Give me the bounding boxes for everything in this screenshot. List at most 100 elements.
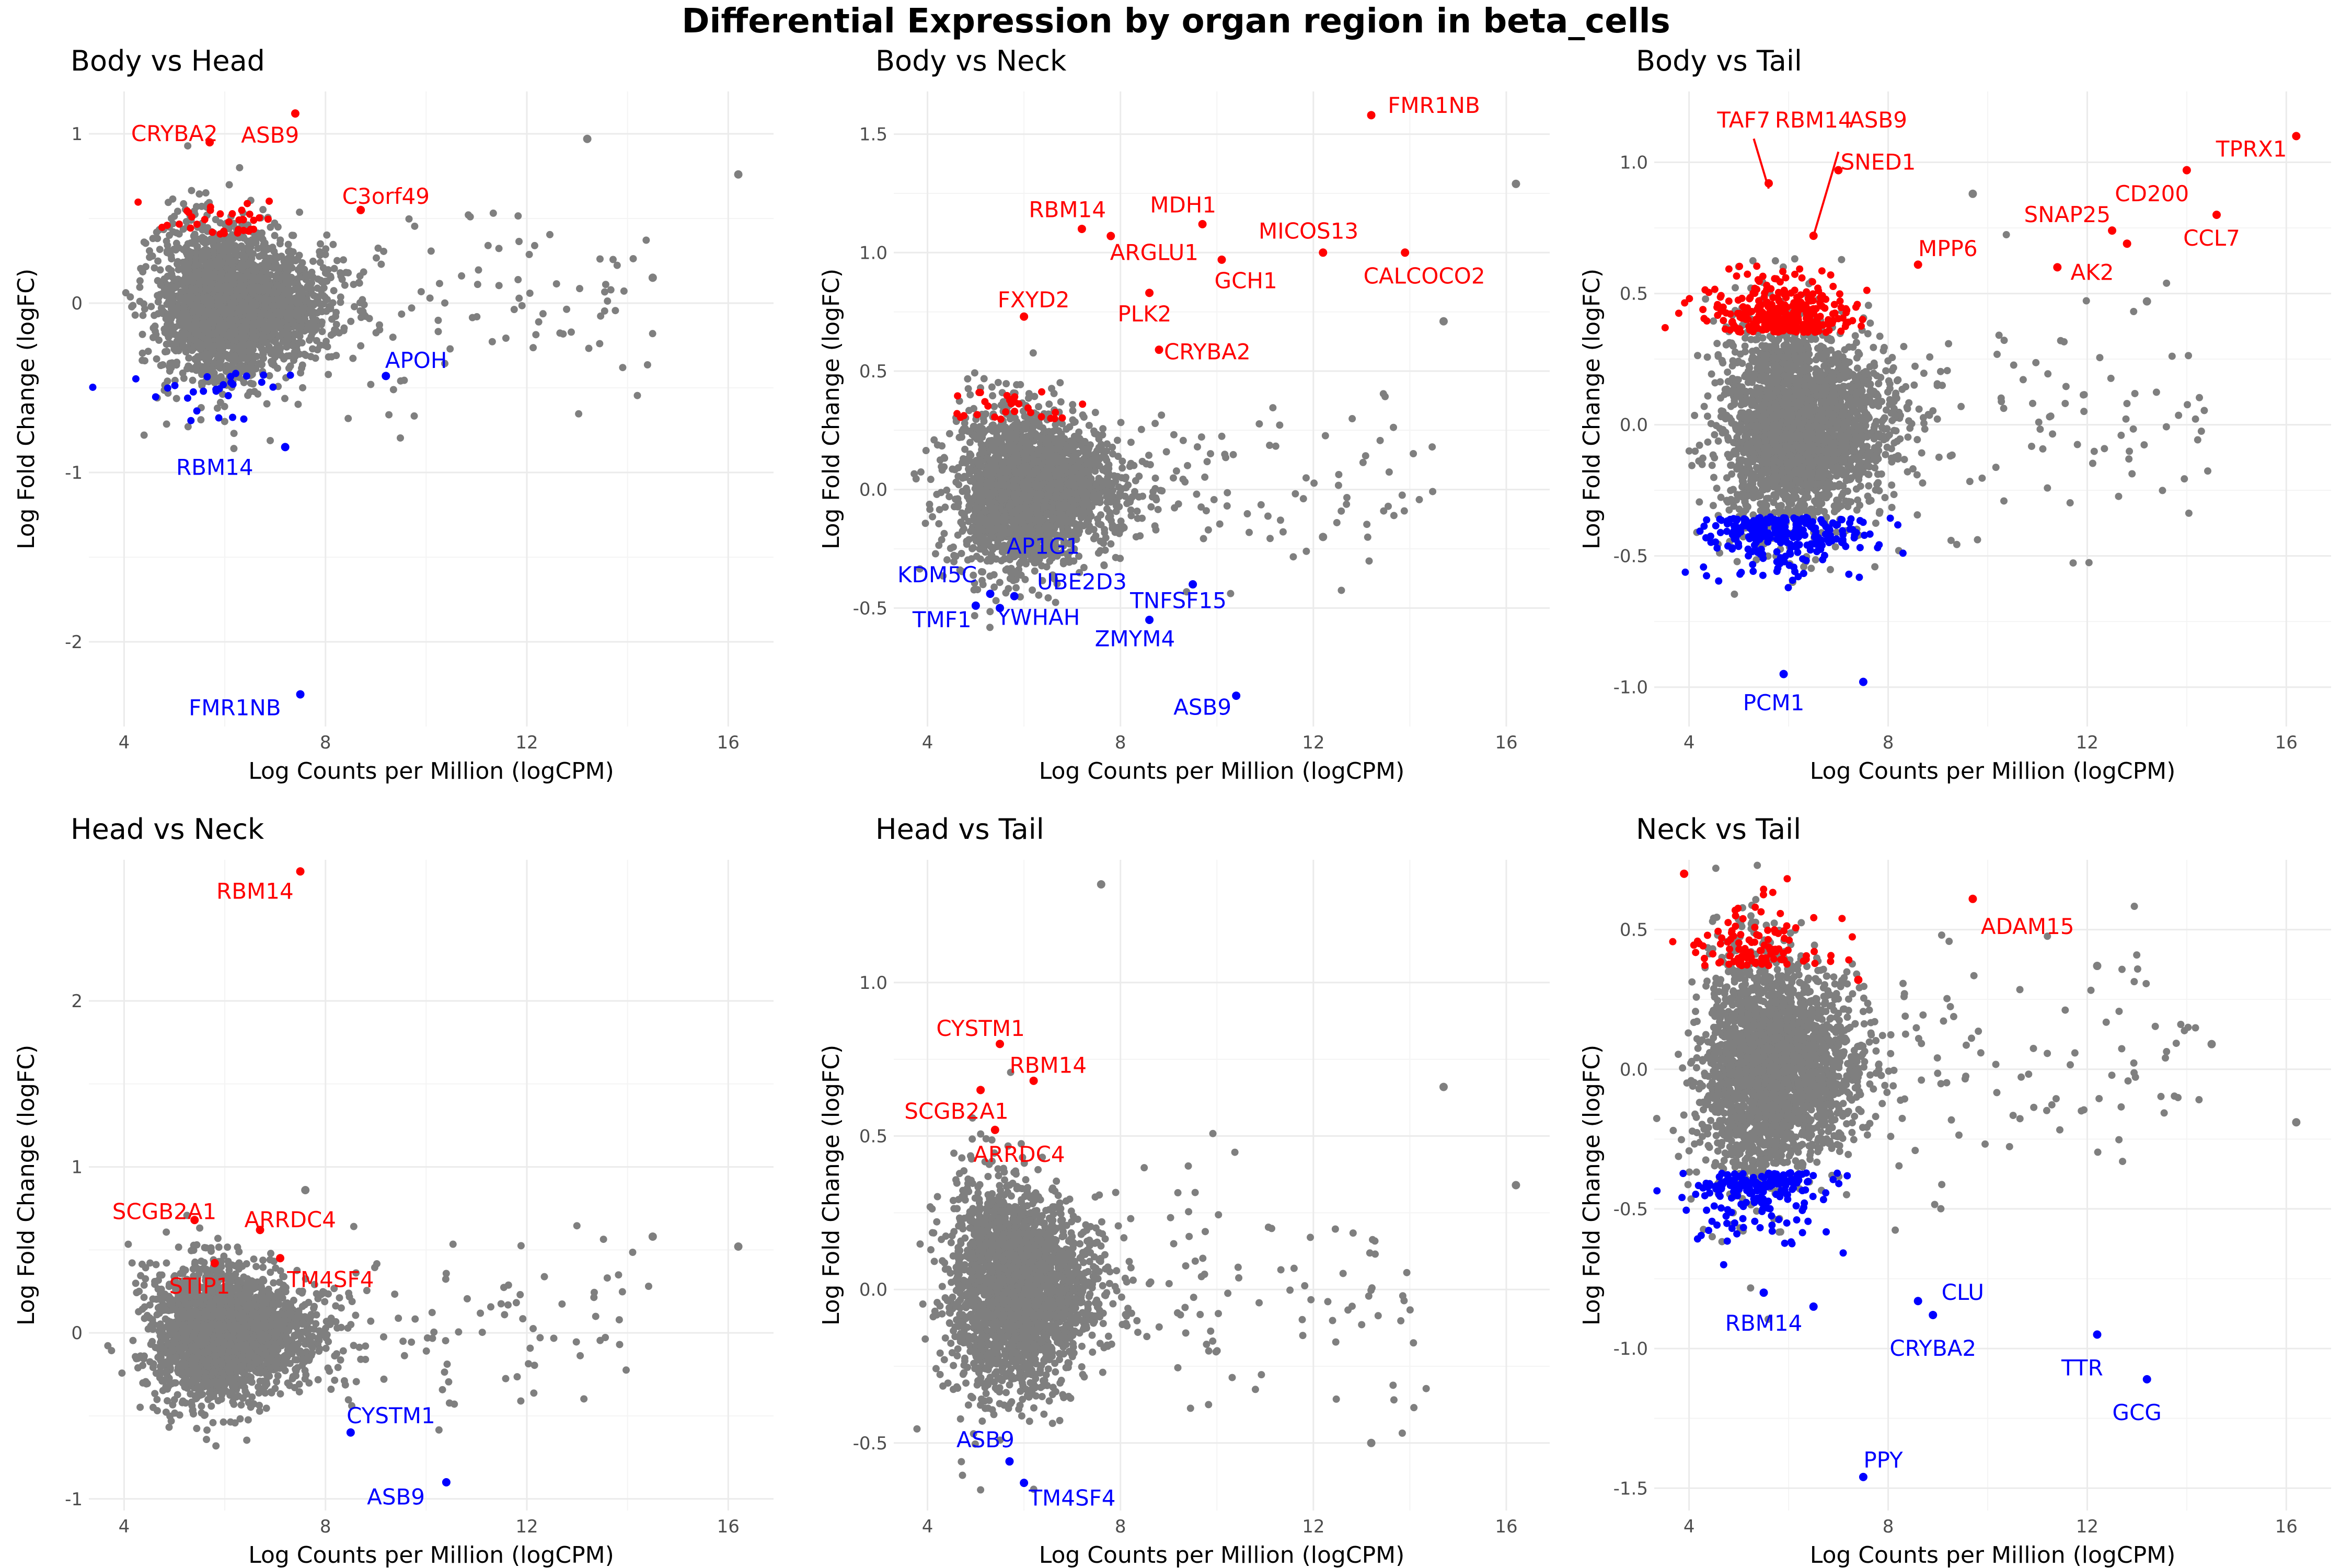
- scatter-point-ns: [324, 343, 331, 351]
- scatter-point-ns: [926, 500, 933, 508]
- scatter-point-ns: [232, 247, 240, 255]
- scatter-point-ns: [230, 279, 238, 287]
- scatter-point-ns: [296, 209, 304, 216]
- scatter-point-up: [134, 198, 142, 206]
- scatter-point-ns: [139, 268, 147, 276]
- scatter-point-ns: [199, 295, 207, 303]
- scatter-point-ns: [347, 317, 355, 325]
- scatter-point-ns: [283, 313, 291, 321]
- scatter-point-ns: [310, 292, 318, 299]
- scatter-point-ns: [157, 304, 165, 312]
- scatter-point-ns: [136, 297, 144, 305]
- x-axis-label: Log Counts per Million (logCPM): [1039, 758, 1405, 785]
- scatter-point-ns: [602, 281, 609, 289]
- scatter-point-ns: [247, 379, 255, 387]
- scatter-point-ns: [936, 456, 944, 464]
- scatter-point-ns: [183, 312, 191, 319]
- scatter-point-ns: [426, 294, 434, 302]
- scatter-point-ns: [156, 246, 164, 253]
- y-tick-label: 1.5: [859, 124, 887, 145]
- scatter-point-ns: [212, 216, 220, 224]
- scatter-point-up: [244, 200, 251, 207]
- scatter-point-ns: [269, 358, 277, 365]
- scatter-point-ns: [620, 287, 628, 295]
- scatter-point-ns: [247, 306, 255, 314]
- scatter-point-ns: [291, 352, 299, 360]
- scatter-point-ns: [299, 384, 307, 391]
- scatter-point-ns: [210, 359, 218, 367]
- scatter-point-ns: [284, 333, 292, 341]
- scatter-point-ns: [180, 303, 188, 311]
- scatter-point-ns: [612, 307, 619, 315]
- scatter-point-ns: [411, 222, 419, 230]
- scatter-point-ns: [998, 557, 1006, 564]
- scatter-point-ns: [405, 215, 413, 223]
- scatter-point-ns: [446, 345, 454, 353]
- scatter-point-ns: [1107, 540, 1115, 548]
- scatter-point-up: [216, 210, 224, 218]
- scatter-point-down: [171, 382, 179, 389]
- scatter-point-ns: [475, 266, 482, 274]
- scatter-point-ns: [1029, 586, 1036, 594]
- scatter-point-ns: [244, 391, 252, 399]
- scatter-point-down: [269, 383, 277, 391]
- scatter-point-ns: [147, 303, 155, 310]
- scatter-point-ns: [295, 284, 303, 292]
- scatter-point-ns: [139, 330, 146, 338]
- x-tick-label: 4: [922, 732, 933, 753]
- scatter-point-ns: [197, 416, 205, 424]
- scatter-point-ns: [356, 299, 364, 307]
- scatter-point-ns: [484, 241, 492, 249]
- gene-label: ASB9: [241, 122, 299, 148]
- scatter-point-ns: [344, 414, 352, 422]
- y-axis-label: Log Fold Change (logFC): [13, 269, 40, 549]
- scatter-point-ns: [1017, 381, 1024, 388]
- scatter-point-ns: [434, 328, 442, 336]
- scatter-point-ns: [441, 299, 449, 307]
- scatter-point-ns: [329, 329, 337, 337]
- scatter-point-ns: [1045, 400, 1053, 408]
- scatter-point-ns: [515, 238, 523, 246]
- scatter-point-ns: [235, 264, 243, 272]
- scatter-point-ns: [308, 269, 316, 276]
- scatter-point-ns: [964, 506, 972, 514]
- scatter-point-ns: [258, 336, 266, 344]
- scatter-point-ns: [230, 430, 238, 437]
- scatter-point-ns: [1021, 425, 1029, 433]
- scatter-point-ns: [563, 305, 571, 313]
- scatter-point-ns: [567, 328, 575, 336]
- scatter-point-ns: [474, 281, 481, 289]
- scatter-point-ns: [333, 257, 341, 264]
- scatter-point-ns: [163, 420, 170, 428]
- scatter-point-ns: [1094, 520, 1102, 527]
- y-tick-label: 0: [71, 293, 83, 314]
- scatter-point-ns: [286, 247, 294, 255]
- scatter-point-ns: [996, 579, 1004, 586]
- scatter-point-ns: [274, 264, 282, 272]
- gene-label: RBM14: [176, 454, 253, 480]
- scatter-point-ns: [495, 245, 503, 252]
- scatter-point-ns: [172, 246, 180, 254]
- scatter-point-ns: [168, 255, 176, 263]
- scatter-point-up: [206, 206, 214, 214]
- scatter-point-ns: [398, 310, 406, 318]
- scatter-point-ns: [172, 239, 180, 247]
- scatter-point-ns: [323, 277, 331, 285]
- scatter-point-ns: [1106, 509, 1114, 516]
- scatter-point-ns: [317, 286, 325, 294]
- scatter-point-ns: [139, 349, 146, 357]
- scatter-point-ns: [1031, 393, 1039, 400]
- scatter-point-ns: [1145, 452, 1153, 459]
- scatter-point-ns: [940, 463, 948, 471]
- scatter-point-ns: [230, 445, 238, 453]
- scatter-point-down: [203, 373, 211, 381]
- scatter-point-ns: [194, 268, 202, 276]
- scatter-point-ns: [278, 294, 286, 302]
- scatter-point-ns: [271, 232, 279, 239]
- scatter-point-ns: [148, 252, 156, 260]
- scatter-point-ns: [256, 294, 264, 302]
- scatter-point-up: [216, 230, 224, 238]
- scatter-point-ns: [302, 270, 309, 278]
- scatter-point-ns: [316, 240, 324, 248]
